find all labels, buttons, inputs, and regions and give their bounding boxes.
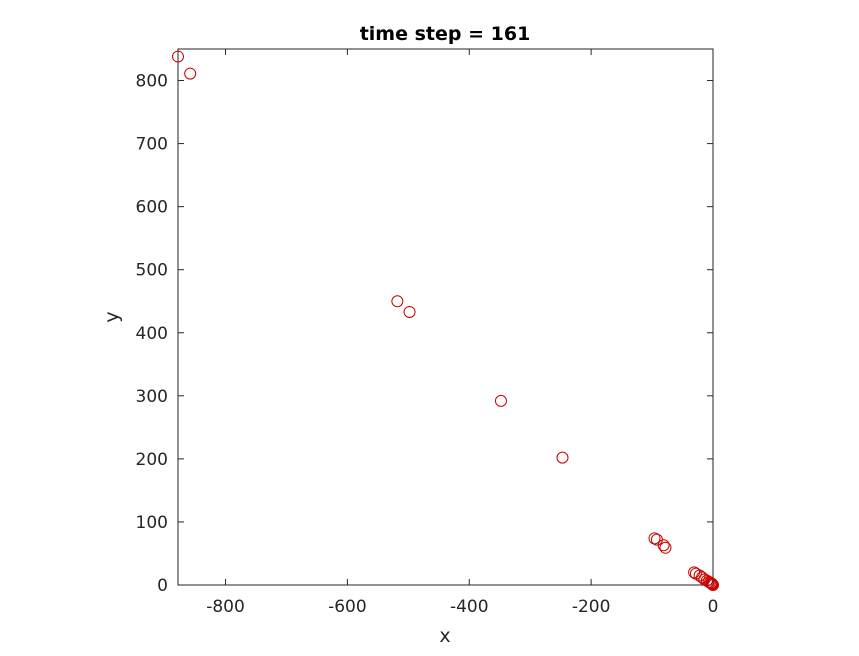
x-axis: -800 -600 -400 -200 0: [206, 49, 718, 617]
data-point: [707, 579, 719, 591]
data-point: [494, 394, 507, 407]
data-point: [706, 578, 719, 591]
y-tick-label: 600: [136, 198, 168, 218]
data-point: [657, 539, 670, 552]
y-axis-label: y: [101, 311, 123, 322]
y-tick-label: 100: [136, 513, 168, 533]
x-tick-label: -400: [450, 597, 489, 617]
data-point: [659, 541, 672, 554]
y-tick-label: 700: [136, 135, 168, 155]
data-point: [391, 295, 404, 308]
data-point: [556, 451, 569, 464]
data-point: [403, 305, 416, 318]
data-point: [648, 532, 661, 545]
x-axis-label: x: [439, 625, 450, 647]
x-tick-label: 0: [708, 597, 719, 617]
plot-area: [177, 48, 714, 586]
y-tick-label: 200: [136, 450, 168, 470]
y-tick-label: 800: [136, 72, 168, 92]
data-point: [705, 577, 718, 590]
y-tick-label: 300: [136, 387, 168, 407]
data-point: [172, 50, 184, 63]
y-axis: 0 100 200 300 400 500 600 700 800: [136, 72, 713, 596]
data-points: [172, 50, 719, 591]
y-tick-label: 400: [136, 324, 168, 344]
data-point: [184, 67, 197, 80]
data-point: [705, 577, 718, 590]
y-tick-label: 500: [136, 261, 168, 281]
y-tick-label: 0: [157, 576, 168, 596]
x-tick-label: -200: [572, 597, 611, 617]
x-tick-label: -600: [328, 597, 367, 617]
chart-title: time step = 161: [360, 23, 531, 45]
x-tick-label: -800: [206, 597, 245, 617]
